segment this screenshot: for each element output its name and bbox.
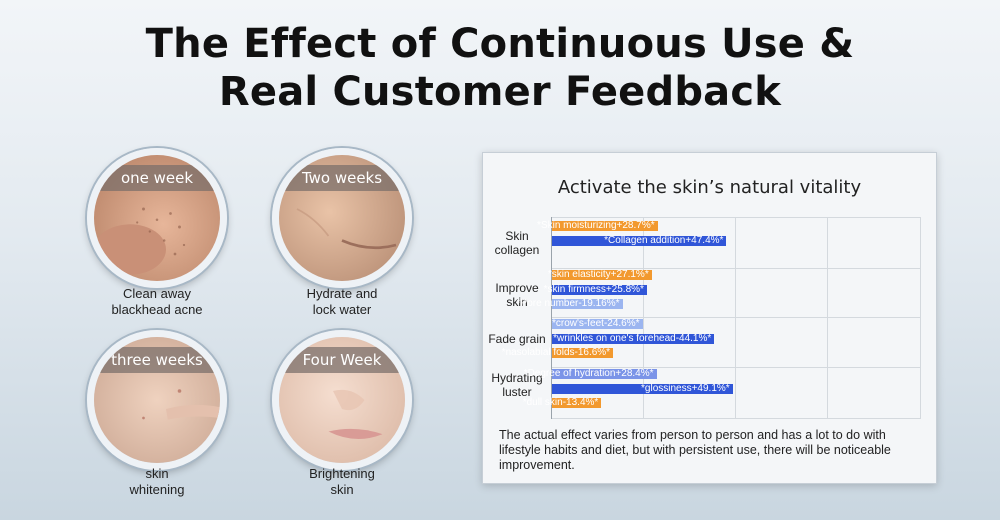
stage-caption: skin whitening — [129, 466, 185, 497]
stage-one-week: one week — [87, 148, 227, 288]
bar: *Collagen addition+47.4%* — [552, 234, 727, 246]
bar-data-label: *Pore number-19.16%* — [516, 298, 620, 309]
title-line-1: The Effect of Continuous Use & — [145, 21, 855, 67]
stage-label: one week — [94, 165, 220, 191]
category-separator — [551, 317, 921, 318]
bar: *skin firmness+25.8%* — [544, 284, 647, 295]
bar: *nasolabial folds-16.6%* — [502, 347, 614, 358]
bar-data-label: *Degree of hydration+28.4%* — [523, 368, 654, 379]
stage-label: three weeks — [94, 347, 220, 373]
category-label: Hydrating luster — [491, 371, 543, 399]
skin-photo-circle: Four Week — [272, 330, 412, 470]
gridline — [735, 217, 736, 419]
stage-caption: Brightening skin — [309, 466, 375, 497]
bar-data-label: *crow's-feet-24.6%* — [552, 318, 640, 329]
title-line-2: Real Customer Feedback — [218, 69, 782, 115]
chart-card: Activate the skin’s natural vitality Ski… — [482, 152, 937, 484]
skin-photo-circle: Two weeks — [272, 148, 412, 288]
disclaimer-note: The actual effect varies from person to … — [499, 428, 891, 472]
bar-data-label: *wrinkles on one's forehead-44.1%* — [553, 332, 712, 344]
bar-data-label: *dull skin-13.4%* — [522, 397, 599, 408]
stage-three-weeks: three weeks — [87, 330, 227, 470]
category-label: Fade grain — [488, 332, 546, 346]
bar: *skin elasticity+27.1%* — [548, 269, 652, 280]
bar-data-label: *glossiness+49.1%* — [641, 382, 730, 394]
gridline — [827, 217, 828, 419]
bar: *Pore number-19.16%* — [517, 298, 623, 309]
bar-data-label: *nasolabial folds-16.6%* — [501, 347, 611, 358]
stage-label: Four Week — [279, 347, 405, 373]
stage-four-week: Four Week — [272, 330, 412, 470]
category-label: Improve skin — [495, 281, 539, 309]
page-title: The Effect of Continuous Use & Real Cust… — [0, 20, 1000, 116]
bar-data-label: *skin elasticity+27.1%* — [547, 269, 649, 280]
bar: *glossiness+49.1%* — [552, 382, 733, 394]
stage-label: Two weeks — [279, 165, 405, 191]
category-separator — [551, 367, 921, 368]
bar-chart-plot: *Skin moisturizing+28.7%* *Collagen addit… — [502, 217, 921, 419]
bar-data-label: *Skin moisturizing+28.7%* — [537, 220, 655, 231]
bar: *dull skin-13.4%* — [523, 397, 602, 408]
y-axis — [551, 217, 552, 419]
bar: *Skin moisturizing+28.7%* — [537, 220, 658, 231]
bar-data-label: *Collagen addition+47.4%* — [604, 234, 724, 246]
skin-photo-circle: three weeks — [87, 330, 227, 470]
gridline — [643, 217, 644, 419]
chart-title: Activate the skin’s natural vitality — [557, 177, 862, 198]
bar: *wrinkles on one's forehead-44.1%* — [552, 332, 715, 344]
skin-photo-circle: one week — [87, 148, 227, 288]
category-separator — [551, 268, 921, 269]
stage-caption: Hydrate and lock water — [306, 286, 378, 317]
bar: *crow's-feet-24.6%* — [552, 318, 643, 329]
bar-data-label: *skin firmness+25.8%* — [543, 283, 644, 295]
bar: *Degree of hydration+28.4%* — [524, 368, 657, 379]
stage-caption: Clean away blackhead acne — [111, 286, 203, 317]
category-label: Skin collagen — [494, 229, 540, 257]
stage-two-weeks: Two weeks — [272, 148, 412, 288]
